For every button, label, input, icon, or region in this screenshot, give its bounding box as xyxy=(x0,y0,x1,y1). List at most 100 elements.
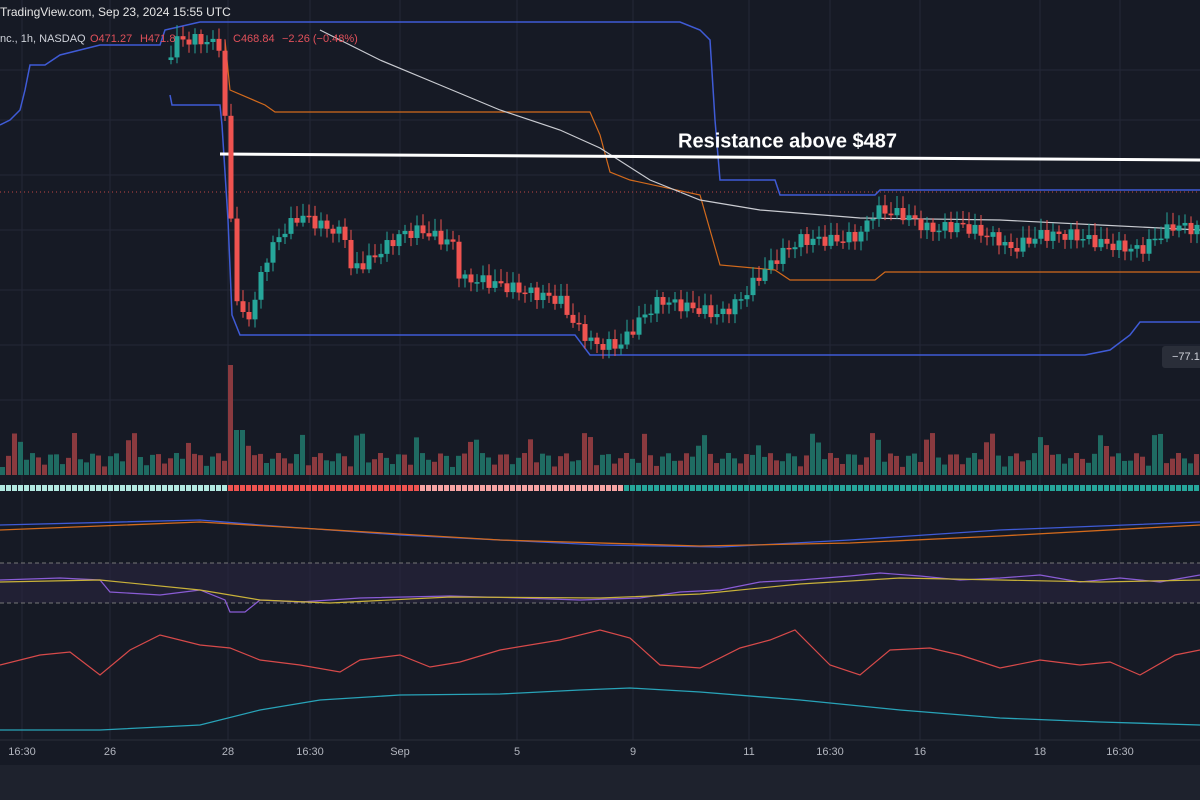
volume-bar xyxy=(792,456,797,475)
candle-body xyxy=(1170,224,1176,231)
strip-cell xyxy=(1188,485,1193,491)
volume-bar xyxy=(234,430,239,475)
volume-bar xyxy=(960,464,965,475)
strip-cell xyxy=(264,485,269,491)
strip-cell xyxy=(1140,485,1145,491)
strip-cell xyxy=(510,485,515,491)
time-label: 16 xyxy=(914,746,926,758)
volume-bar xyxy=(876,439,881,475)
volume-bar xyxy=(774,460,779,475)
trend-line xyxy=(0,687,1200,731)
candle-body xyxy=(1002,241,1008,246)
candle-body xyxy=(234,218,240,302)
strip-cell xyxy=(186,485,191,491)
volume-bar xyxy=(240,430,245,475)
volume-bar xyxy=(66,457,71,475)
strip-cell xyxy=(474,485,479,491)
volume-bar xyxy=(510,464,515,475)
volume-bar xyxy=(150,454,155,475)
volume-bar xyxy=(228,365,233,475)
strip-cell xyxy=(900,485,905,491)
volume-bar xyxy=(816,442,821,475)
candle-body xyxy=(852,231,858,242)
volume-bar xyxy=(198,455,203,475)
candle-body xyxy=(468,274,474,283)
candle-body xyxy=(744,295,750,300)
volume-bar xyxy=(1086,462,1091,475)
candle-body xyxy=(480,275,486,283)
volume-bar xyxy=(396,454,401,475)
strip-cell xyxy=(786,485,791,491)
strip-cell xyxy=(990,485,995,491)
time-label: 18 xyxy=(1034,746,1046,758)
candle-body xyxy=(378,253,384,258)
strip-cell xyxy=(252,485,257,491)
candle-body xyxy=(426,233,432,237)
strip-cell xyxy=(804,485,809,491)
strip-cell xyxy=(132,485,137,491)
candle-body xyxy=(864,220,870,232)
volume-bar xyxy=(516,457,521,475)
volume-bar xyxy=(780,461,785,475)
volume-bar xyxy=(978,459,983,475)
volume-bar xyxy=(882,461,887,475)
strip-cell xyxy=(1152,485,1157,491)
strip-cell xyxy=(906,485,911,491)
candle-body xyxy=(420,225,426,234)
volume-bar xyxy=(858,464,863,475)
candle-body xyxy=(942,222,948,231)
volume-bar xyxy=(786,453,791,475)
time-label: Sep xyxy=(390,746,410,758)
strip-cell xyxy=(360,485,365,491)
strip-cell xyxy=(504,485,509,491)
volume-bar xyxy=(1182,458,1187,475)
volume-bar xyxy=(1050,454,1055,475)
volume-bar xyxy=(378,453,383,475)
candle-body xyxy=(660,297,666,305)
strip-cell xyxy=(432,485,437,491)
volume-bar xyxy=(954,454,959,475)
indicator-line xyxy=(0,519,1200,548)
strip-cell xyxy=(1038,485,1043,491)
candle-body xyxy=(1020,237,1026,252)
lower-band xyxy=(169,94,1200,356)
volume-bar xyxy=(426,459,431,475)
volume-bar xyxy=(1110,456,1115,475)
candle-body xyxy=(354,263,360,269)
candle-body xyxy=(1188,222,1194,235)
candle-body xyxy=(750,277,756,296)
candle-body xyxy=(876,205,882,220)
strip-cell xyxy=(738,485,743,491)
candle-body xyxy=(1050,231,1056,241)
strip-cell xyxy=(534,485,539,491)
volume-bar xyxy=(420,453,425,475)
strip-cell xyxy=(948,485,953,491)
volume-bar xyxy=(348,466,353,475)
volume-bar xyxy=(270,458,275,475)
strip-cell xyxy=(1116,485,1121,491)
strip-cell xyxy=(876,485,881,491)
candle-body xyxy=(1008,241,1014,249)
strip-cell xyxy=(420,485,425,491)
strip-cell xyxy=(594,485,599,491)
volume-bar xyxy=(450,466,455,475)
strip-cell xyxy=(396,485,401,491)
volume-bar xyxy=(126,440,131,475)
volume-bar xyxy=(132,433,137,475)
volume-bar xyxy=(768,453,773,475)
candle-body xyxy=(624,331,630,345)
volume-bar xyxy=(1074,453,1079,475)
strip-cell xyxy=(1194,485,1199,491)
volume-bar xyxy=(144,465,149,475)
volume-bar xyxy=(120,461,125,475)
resistance-line xyxy=(219,152,1200,162)
strip-cell xyxy=(144,485,149,491)
volume-bar xyxy=(180,458,185,475)
candle-body xyxy=(360,263,366,270)
volume-bar xyxy=(870,433,875,475)
candle-body xyxy=(270,242,276,263)
candle-body xyxy=(348,239,354,269)
open-label: O471.27 xyxy=(90,33,132,45)
candle-body xyxy=(300,215,306,223)
price-tag-label: −77.12 xyxy=(1172,351,1200,363)
